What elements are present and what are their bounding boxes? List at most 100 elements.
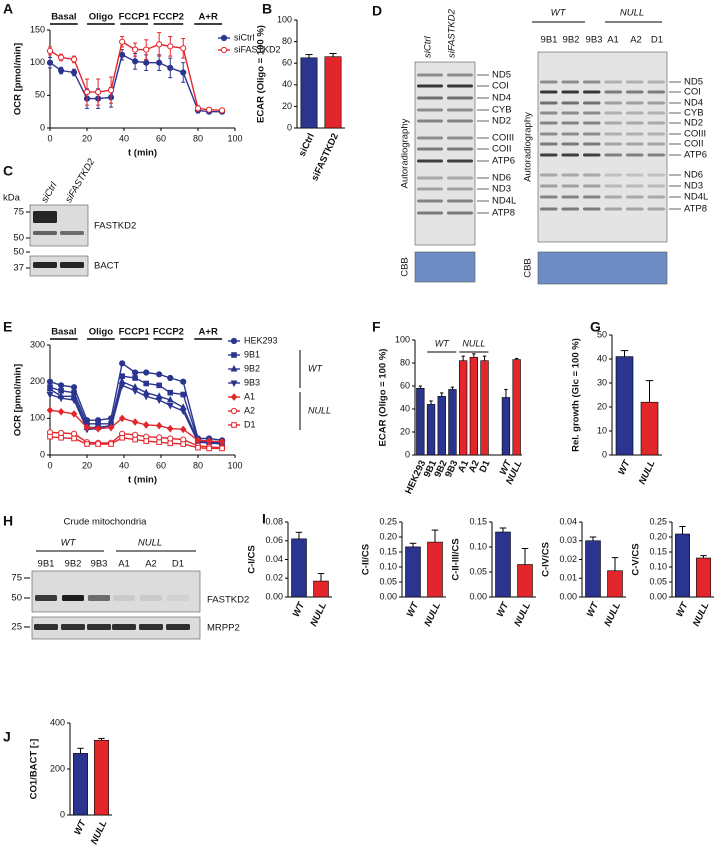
x-tick-label: siCtrl: [297, 132, 317, 159]
x-tick-label: 100: [227, 133, 242, 143]
y-tick-label: 300: [30, 339, 45, 349]
data-point: [156, 41, 163, 48]
x-tick-label: 40: [119, 460, 129, 470]
gel-band: [604, 195, 622, 199]
data-point: [142, 393, 150, 401]
x-tick-label: NULL: [691, 601, 712, 629]
band-label: ND3: [492, 184, 511, 195]
data-point: [94, 424, 102, 433]
y-tick-label: 40: [400, 403, 410, 413]
x-tick-label: 0: [47, 460, 52, 470]
gel-band: [647, 207, 665, 211]
y-tick-label: 0.05: [649, 576, 667, 586]
phase-label: FCCP1: [119, 12, 151, 23]
data-point: [219, 445, 225, 452]
gel-band: [540, 111, 558, 115]
gel-band: [417, 176, 443, 180]
band-label: ND6: [684, 170, 703, 181]
bar: [448, 389, 457, 456]
lane-label: siFASTKD2: [63, 156, 97, 204]
phase-label: FCCP2: [153, 327, 184, 338]
data-point: [156, 371, 163, 378]
y-tick-label: 100: [395, 334, 410, 344]
band-label: COIII: [684, 129, 706, 140]
bar: [313, 580, 329, 598]
x-tick-label: 60: [156, 133, 166, 143]
y-tick-label: 0.25: [379, 516, 397, 526]
data-point: [46, 392, 54, 399]
gel-image: [414, 61, 476, 246]
legend-marker: [230, 364, 238, 372]
bar: [427, 541, 443, 598]
y-tick-label: 0.15: [379, 546, 397, 556]
x-tick-label: WT: [585, 600, 602, 619]
band-label: FASTKD2: [94, 221, 136, 232]
data-point: [57, 395, 65, 403]
x-tick-label: WT: [405, 600, 422, 619]
y-tick-label: 0.20: [379, 531, 397, 541]
gel-band: [626, 80, 644, 84]
gel-band: [540, 80, 558, 84]
bar: [501, 397, 511, 456]
y-tick-label: 0.00: [379, 591, 397, 601]
band-label: FASTKD2: [207, 595, 249, 606]
x-tick-label: NULL: [637, 459, 658, 487]
band-label: ND4: [684, 98, 703, 109]
x-tick-label: WT: [674, 600, 691, 619]
bar: [696, 557, 711, 598]
gel-band: [447, 96, 473, 100]
gel-band: [583, 101, 601, 105]
y-tick-label: 80: [400, 357, 410, 367]
gel-band: [626, 207, 644, 211]
bar: [291, 538, 307, 598]
lane-label: A1: [118, 559, 130, 570]
gel-band: [417, 73, 443, 77]
band-label: ND3: [684, 181, 703, 192]
data-point: [180, 69, 187, 76]
y-tick-label: 200: [50, 763, 65, 773]
gel-band: [561, 207, 579, 211]
gel-band: [417, 187, 443, 191]
data-point: [46, 384, 54, 392]
data-point: [84, 441, 90, 447]
data-point: [156, 382, 162, 389]
gel-band: [447, 119, 473, 123]
data-point: [143, 46, 150, 53]
phase-label: FCCP2: [153, 12, 184, 23]
y-tick-label: 20: [597, 401, 607, 411]
data-point: [142, 421, 150, 429]
data-point: [132, 436, 138, 443]
bar: [675, 533, 690, 598]
data-point: [132, 369, 139, 376]
x-tick-label: WT: [495, 600, 512, 619]
data-point: [119, 38, 126, 45]
gel-band: [583, 111, 601, 115]
gel-band: [626, 90, 644, 94]
gel-band: [626, 132, 644, 136]
gel-band: [447, 108, 473, 112]
x-tick-label: 20: [82, 460, 92, 470]
panel-letter: B: [262, 1, 272, 17]
x-axis-label: t (min): [128, 148, 157, 159]
gel-band: [540, 184, 558, 188]
gel-band: [561, 90, 579, 94]
y-tick-label: 0.10: [649, 561, 667, 571]
lane-label: 9B3: [586, 35, 603, 46]
legend-marker: [230, 337, 238, 345]
gel-band: [88, 595, 110, 601]
y-axis-label: OCR [pmol/min]: [13, 43, 24, 115]
y-tick-label: 100: [30, 413, 45, 423]
gel-band: [33, 231, 57, 235]
gel-band: [561, 111, 579, 115]
legend-marker: [230, 380, 238, 388]
x-tick-label: NULL: [308, 601, 329, 629]
data-point: [58, 434, 64, 441]
y-tick-label: 100: [277, 14, 292, 24]
y-tick-label: 200: [30, 376, 45, 386]
gel-band: [540, 90, 558, 94]
gel-band: [140, 595, 162, 601]
gel-band: [626, 101, 644, 105]
data-point: [179, 408, 187, 416]
gel-band: [604, 111, 622, 115]
y-tick-label: 0.04: [559, 516, 577, 526]
